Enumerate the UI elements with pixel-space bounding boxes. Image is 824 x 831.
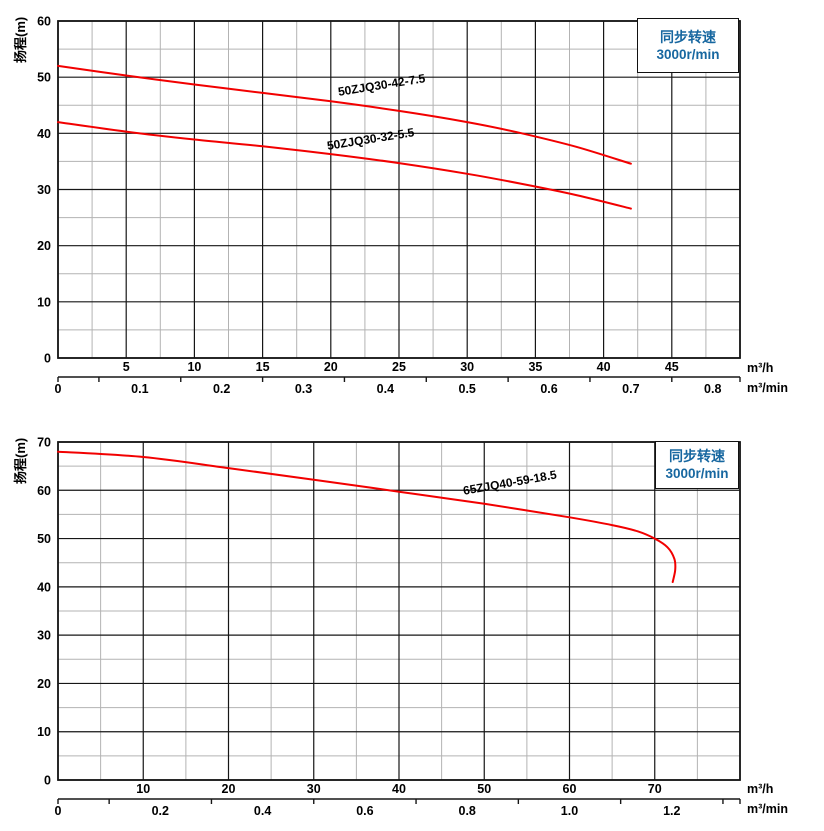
x2-tick-label: 0.2 xyxy=(152,804,169,818)
x-tick-label: 50 xyxy=(477,782,491,796)
x2-tick-label: 0.7 xyxy=(622,382,639,396)
x-tick-label: 10 xyxy=(136,782,150,796)
x2-tick-label: 0.3 xyxy=(295,382,312,396)
x2-tick-label: 0.6 xyxy=(540,382,557,396)
x-axis-unit-m3h: m³/h xyxy=(747,782,774,796)
y-tick-label: 10 xyxy=(37,295,51,309)
x2-tick-label: 0 xyxy=(55,804,62,818)
legend-rpm: 3000r/min xyxy=(665,466,729,481)
y-tick-label: 0 xyxy=(44,352,51,366)
x-tick-label: 60 xyxy=(563,782,577,796)
x2-tick-label: 0.4 xyxy=(254,804,271,818)
x2-tick-label: 0.1 xyxy=(131,382,148,396)
legend-box: 同步转速 3000r/min xyxy=(655,441,739,489)
x-axis-unit-m3h: m³/h xyxy=(747,361,774,375)
pump-curve xyxy=(57,450,677,583)
x2-tick-label: 0.8 xyxy=(704,382,721,396)
x-axis-unit-m3min: m³/min xyxy=(747,381,788,395)
y-tick-label: 70 xyxy=(37,436,51,450)
legend-rpm: 3000r/min xyxy=(656,46,720,62)
x-tick-label: 20 xyxy=(324,360,338,374)
y-tick-label: 60 xyxy=(37,484,51,498)
y-tick-label: 60 xyxy=(37,15,51,29)
x-tick-label: 40 xyxy=(392,782,406,796)
chart-top: 0 10 20 30 40 50 60 5 10 15 20 25 30 35 40 45 0 0.1 0.2 0.3… xyxy=(0,0,824,410)
x-tick-label: 30 xyxy=(307,782,321,796)
x2-tick-label: 0.4 xyxy=(377,382,394,396)
x2-tick-label: 0.2 xyxy=(213,382,230,396)
chart-bottom: 0 10 20 30 40 50 60 70 10 20 30 40 50 60 70 0 0.2 0.4 0.6 0… xyxy=(0,421,824,831)
x-tick-label: 35 xyxy=(528,360,542,374)
x2-tick-label: 0.6 xyxy=(356,804,373,818)
x-tick-label: 45 xyxy=(665,360,679,374)
x-tick-label: 15 xyxy=(256,360,270,374)
pump-curve xyxy=(57,121,632,210)
x2-tick-label: 1.0 xyxy=(561,804,578,818)
legend-sync-speed: 同步转速 xyxy=(669,448,725,464)
y-tick-label: 10 xyxy=(37,725,51,739)
y-tick-label: 50 xyxy=(37,532,51,546)
x-tick-label: 40 xyxy=(597,360,611,374)
x-tick-label: 5 xyxy=(123,360,130,374)
x-axis-unit-m3min: m³/min xyxy=(747,802,788,816)
y-tick-label: 0 xyxy=(44,774,51,788)
y-axis-label: 扬程(m) xyxy=(13,437,28,484)
x-tick-label: 20 xyxy=(222,782,236,796)
legend-sync-speed: 同步转速 xyxy=(660,28,716,45)
plot-svg-top: 0 10 20 30 40 50 60 5 10 15 20 25 30 35 40 45 0 0.1 0.2 0.3… xyxy=(37,15,741,396)
x2-tick-label: 1.2 xyxy=(663,804,680,818)
x-tick-label: 10 xyxy=(187,360,201,374)
x-tick-label: 70 xyxy=(648,782,662,796)
y-tick-label: 30 xyxy=(37,629,51,643)
pump-curve xyxy=(57,64,632,165)
x2-tick-label: 0 xyxy=(55,382,62,396)
x2-tick-label: 0.5 xyxy=(459,382,476,396)
x2-tick-label: 0.8 xyxy=(459,804,476,818)
y-tick-label: 20 xyxy=(37,677,51,691)
y-axis-label: 扬程(m) xyxy=(13,16,28,63)
x-tick-label: 30 xyxy=(460,360,474,374)
y-tick-label: 20 xyxy=(37,239,51,253)
y-tick-label: 40 xyxy=(37,127,51,141)
y-tick-label: 30 xyxy=(37,183,51,197)
y-tick-label: 50 xyxy=(37,71,51,85)
x-tick-label: 25 xyxy=(392,360,406,374)
plot-svg-bottom: 0 10 20 30 40 50 60 70 10 20 30 40 50 60 70 0 0.2 0.4 0.6 0… xyxy=(37,436,741,818)
y-tick-label: 40 xyxy=(37,580,51,594)
legend-box: 同步转速 3000r/min xyxy=(637,18,739,73)
